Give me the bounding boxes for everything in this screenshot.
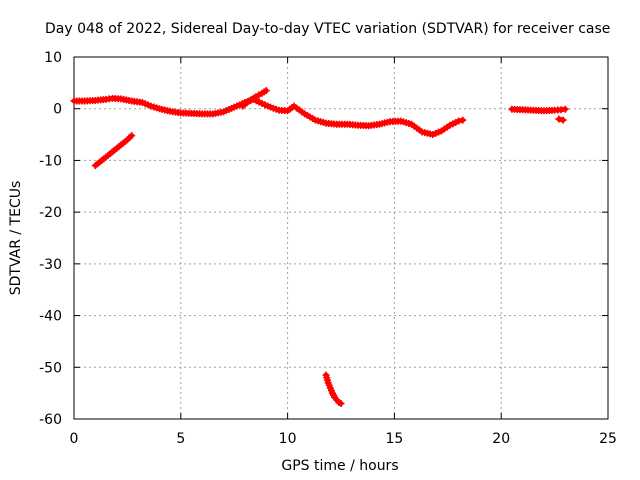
data-point bbox=[555, 115, 563, 123]
series-spike-8h bbox=[239, 87, 270, 110]
series-main-trace bbox=[70, 94, 467, 139]
y-tick-label: -40 bbox=[39, 309, 62, 325]
x-tick-label: 10 bbox=[279, 431, 297, 447]
data-point bbox=[454, 117, 462, 125]
series-late-drop bbox=[555, 115, 567, 124]
grid-layer bbox=[74, 57, 608, 419]
x-tick-label: 0 bbox=[70, 431, 79, 447]
y-tick-label: -30 bbox=[39, 257, 62, 273]
y-tick-label: -20 bbox=[39, 205, 62, 221]
data-layer bbox=[70, 87, 569, 407]
series-late-segment bbox=[508, 105, 569, 115]
series-deep-segment bbox=[322, 371, 345, 407]
chart-title: Day 048 of 2022, Sidereal Day-to-day VTE… bbox=[45, 21, 610, 37]
data-point bbox=[337, 399, 345, 407]
data-point bbox=[128, 132, 136, 140]
data-point bbox=[561, 105, 569, 113]
series-lower-left-segment bbox=[91, 132, 136, 170]
y-axis-label: SDTVAR / TECUs bbox=[8, 181, 24, 296]
y-tick-label: -10 bbox=[39, 153, 62, 169]
y-tick-label: -60 bbox=[39, 412, 62, 428]
tick-layer: 0 5 10 15 20 25 10 0 -10 -20 -30 -40 -50 -60 bbox=[39, 50, 617, 447]
data-point bbox=[459, 116, 467, 124]
x-tick-label: 20 bbox=[492, 431, 510, 447]
data-point bbox=[262, 87, 270, 95]
y-tick-label: 10 bbox=[44, 50, 62, 66]
data-point bbox=[559, 116, 567, 124]
x-tick-label: 15 bbox=[385, 431, 403, 447]
y-tick-label: 0 bbox=[53, 102, 62, 118]
plot-frame bbox=[73, 56, 609, 420]
x-tick-label: 25 bbox=[599, 431, 617, 447]
x-axis-label: GPS time / hours bbox=[281, 458, 398, 474]
y-tick-label: -50 bbox=[39, 360, 62, 376]
x-tick-label: 5 bbox=[176, 431, 185, 447]
